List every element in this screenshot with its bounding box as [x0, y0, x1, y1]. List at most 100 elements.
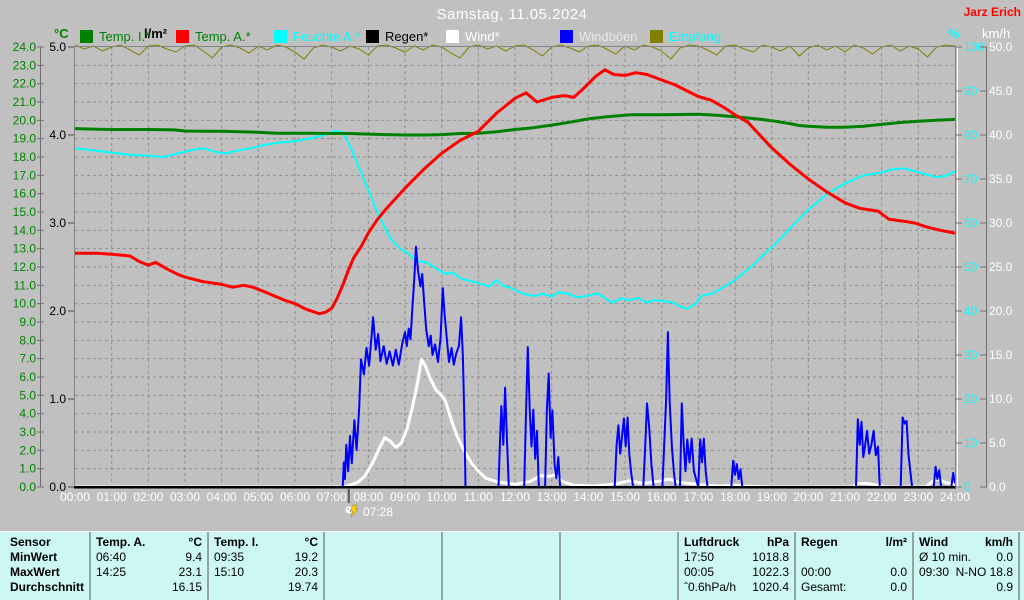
table-cell: 16.15: [171, 580, 202, 594]
table-cell: [443, 580, 559, 595]
svg-text:13.0: 13.0: [13, 242, 37, 256]
svg-text:15.0: 15.0: [13, 205, 37, 219]
svg-text:19:00: 19:00: [757, 490, 787, 504]
svg-text:07:00: 07:00: [317, 490, 347, 504]
legend-label: Windböen: [579, 28, 638, 44]
svg-text:23:00: 23:00: [903, 490, 933, 504]
svg-text:11:00: 11:00: [464, 490, 493, 504]
svg-text:10.0: 10.0: [989, 392, 1013, 406]
svg-text:15.0: 15.0: [989, 348, 1013, 362]
svg-text:12.0: 12.0: [13, 260, 37, 274]
svg-text:22:00: 22:00: [867, 490, 897, 504]
table-cell: ˆ0.6hPa/h 1020.4: [684, 580, 789, 594]
legend-label: Wind*: [465, 28, 500, 44]
svg-text:9.0: 9.0: [19, 315, 36, 329]
table-cell: [443, 550, 559, 565]
svg-text:21:00: 21:00: [830, 490, 860, 504]
svg-text:09:00: 09:00: [390, 490, 420, 504]
legend-item-4: Regen*: [366, 29, 428, 44]
chart-plot: 24.0 23.0 22.0 21.0 20.0 19.0 18.0 17.0 16.0 15.0…: [13, 40, 1013, 504]
legend-item-5: Wind*: [446, 28, 500, 44]
svg-text:3.0: 3.0: [19, 425, 36, 439]
svg-text:03:00: 03:00: [170, 490, 200, 504]
table-cell: 09:35 19.2: [214, 550, 318, 564]
table-cell: 06:40 9.4: [96, 550, 202, 564]
temp-axis-unit: °C: [54, 26, 69, 41]
svg-text:90: 90: [964, 84, 978, 98]
svg-text:0.0: 0.0: [989, 480, 1006, 494]
svg-text:10:00: 10:00: [427, 490, 457, 504]
table-col-header: [325, 535, 441, 550]
svg-text:06:00: 06:00: [280, 490, 310, 504]
legend-item-2: Temp. A.*: [176, 28, 251, 44]
legend-label: Feuchte A.*: [293, 28, 361, 44]
legend-label: Temp. A.*: [195, 28, 251, 44]
table-cell: [325, 565, 441, 580]
svg-text:02:00: 02:00: [133, 490, 163, 504]
svg-text:22.0: 22.0: [13, 77, 37, 91]
table-col-header: [443, 535, 559, 550]
legend-swatch-icon: [274, 29, 287, 43]
table-cell: Ø 10 min. 0.0: [919, 550, 1013, 564]
svg-text:10.0: 10.0: [13, 297, 37, 311]
svg-text:21.0: 21.0: [13, 95, 37, 109]
table-cell: 09:30 N-NO 18.8: [919, 565, 1013, 579]
svg-text:01:00: 01:00: [97, 490, 127, 504]
table-col-header: Temp. A. °C: [96, 535, 202, 549]
table-cell: [325, 580, 441, 595]
table-col-wind: Wind km/h Ø 10 min. 0.0 09:30 N-NO 18.8 0.9: [912, 532, 1018, 600]
svg-text:20.0: 20.0: [989, 304, 1013, 318]
legend-item-6: Windböen: [560, 28, 638, 44]
svg-text:50: 50: [964, 260, 978, 274]
svg-text:20.0: 20.0: [13, 113, 37, 127]
svg-text:2.0: 2.0: [49, 304, 66, 318]
svg-text:11.0: 11.0: [14, 278, 37, 292]
svg-text:6.0: 6.0: [19, 370, 36, 384]
table-cell: 17:50 1018.8: [684, 550, 789, 564]
station-name: Jarz Erich: [963, 5, 1021, 19]
legend-label: Empfang: [669, 28, 722, 44]
svg-text:10: 10: [964, 436, 978, 450]
wind-axis-unit: km/h: [982, 26, 1011, 41]
table-cell: [561, 565, 677, 580]
table-right-edge: [1018, 532, 1022, 600]
svg-text:40: 40: [964, 304, 978, 318]
svg-text:23.0: 23.0: [13, 58, 37, 72]
svg-text:1.0: 1.0: [49, 392, 66, 406]
legend-swatch-icon: [80, 29, 93, 43]
table-col-header: Temp. I. °C: [214, 535, 318, 549]
table-row-label: MaxWert: [10, 565, 60, 579]
table-row-labels: Sensor MinWert MaxWert Durchschnitt: [7, 532, 89, 600]
svg-text:70: 70: [964, 172, 978, 186]
legend-swatch-icon: [176, 29, 189, 43]
svg-text:00:00: 00:00: [60, 490, 90, 504]
table-row-label: Durchschnitt: [10, 580, 85, 594]
table-cell: [561, 550, 677, 565]
svg-text:80: 80: [964, 128, 978, 142]
svg-text:14:00: 14:00: [573, 490, 603, 504]
svg-text:4.0: 4.0: [19, 407, 36, 421]
svg-text:0.0: 0.0: [19, 480, 36, 494]
svg-text:17.0: 17.0: [13, 168, 37, 182]
svg-text:16.0: 16.0: [13, 187, 37, 201]
table-col-empty: [441, 532, 559, 600]
svg-text:5.0: 5.0: [989, 436, 1006, 450]
table-cell: [325, 550, 441, 565]
svg-text:8.0: 8.0: [19, 333, 36, 347]
table-cell: [443, 565, 559, 580]
svg-text:60: 60: [964, 216, 978, 230]
table-col-regen: Regen l/m² 00:00 0.0 Gesamt: 0.0: [794, 532, 912, 600]
legend-swatch-icon: [366, 29, 379, 43]
svg-text:08:00: 08:00: [353, 490, 383, 504]
table-cell: 14:25 23.1: [96, 565, 202, 579]
svg-text:50.0: 50.0: [989, 40, 1013, 54]
table-cell: 00:00 0.0: [801, 565, 907, 579]
legend-item-3: Feuchte A.*: [274, 28, 361, 44]
table-col-temp-a-: Temp. A. °C 06:40 9.4 14:25 23.1 16.15: [89, 532, 207, 600]
legend-swatch-icon: [650, 29, 663, 43]
svg-text:04:00: 04:00: [207, 490, 237, 504]
svg-text:0.0: 0.0: [49, 480, 66, 494]
table-cell: 19.74: [287, 580, 318, 594]
rain-axis-unit: l/m²: [144, 26, 168, 41]
